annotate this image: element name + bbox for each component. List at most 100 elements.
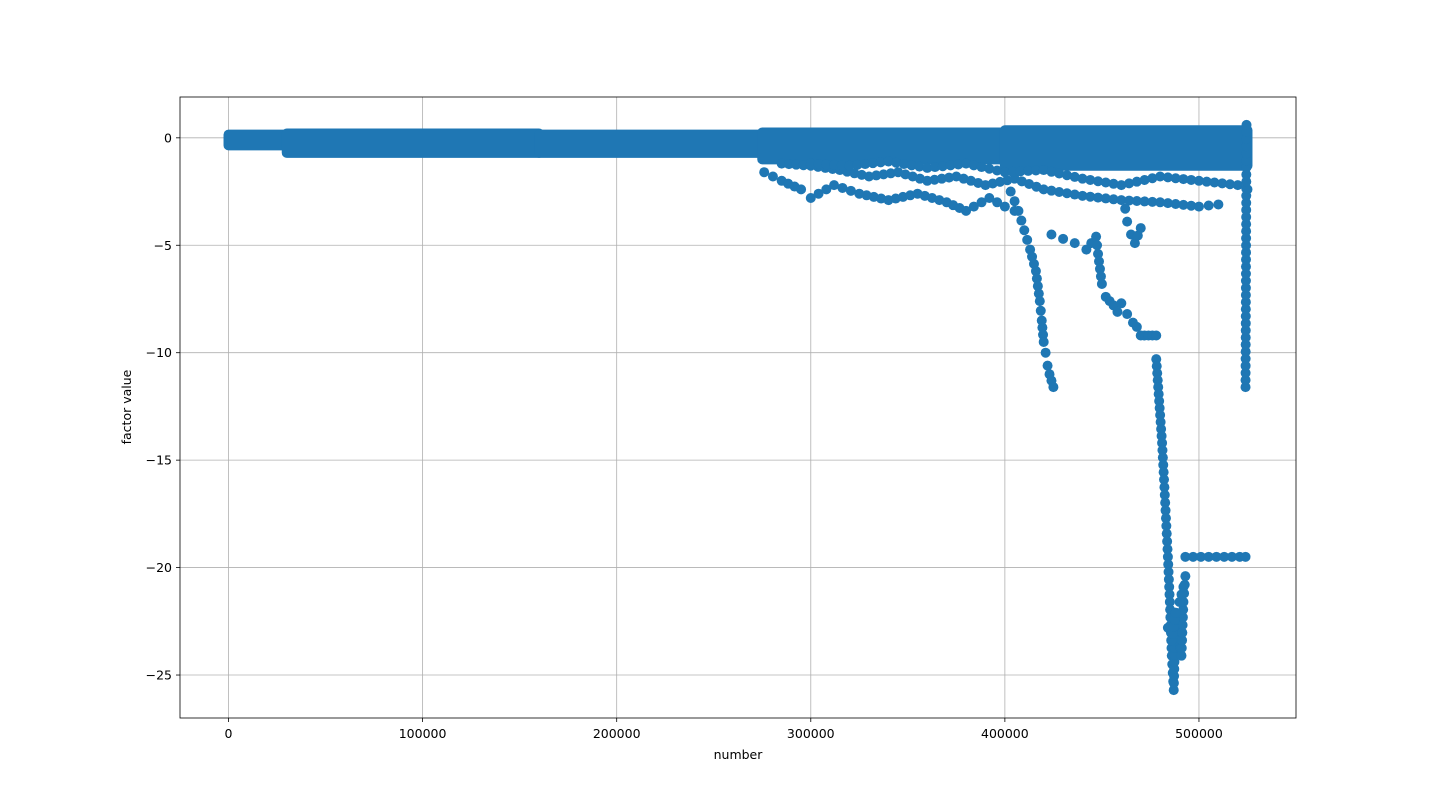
data-point <box>1038 329 1049 340</box>
data-point <box>1241 134 1252 145</box>
data-point <box>791 159 802 170</box>
data-point <box>1169 671 1180 682</box>
data-point <box>1241 254 1252 265</box>
data-point <box>1046 166 1057 177</box>
data-point <box>1232 180 1243 191</box>
data-point <box>1241 233 1252 244</box>
data-point <box>1094 263 1105 274</box>
data-point <box>1100 193 1111 204</box>
data-point <box>1193 201 1204 212</box>
data-point <box>1177 635 1188 646</box>
y-tick-label: −10 <box>146 345 172 360</box>
data-point <box>1162 551 1173 562</box>
data-point <box>1219 551 1230 562</box>
data-point <box>1241 155 1252 166</box>
data-point <box>1108 178 1119 189</box>
data-point <box>1240 551 1251 562</box>
data-point <box>813 188 824 199</box>
data-point <box>1240 297 1251 308</box>
data-point <box>1157 452 1168 463</box>
data-point <box>1038 165 1049 176</box>
data-point <box>1046 185 1057 196</box>
data-point <box>1170 199 1181 210</box>
data-point <box>1085 191 1096 202</box>
data-point <box>1040 347 1051 358</box>
data-point <box>1225 179 1236 190</box>
dense-band <box>534 129 768 158</box>
data-point <box>1186 200 1197 211</box>
data-point <box>1037 322 1048 333</box>
data-point <box>1147 173 1158 184</box>
data-point <box>1186 174 1197 185</box>
data-point <box>1155 197 1166 208</box>
data-point <box>821 159 832 170</box>
data-point <box>1163 559 1174 570</box>
data-point <box>1241 190 1252 201</box>
data-point <box>1180 551 1191 562</box>
y-tick-label: 0 <box>164 130 172 145</box>
data-point <box>1005 186 1016 197</box>
data-point <box>1240 311 1251 322</box>
data-point <box>1195 551 1206 562</box>
data-point <box>1069 171 1080 182</box>
data-point <box>1135 223 1146 234</box>
data-point <box>1176 643 1187 654</box>
data-point <box>1112 306 1123 317</box>
x-axis-ticks: 0 100000 200000 300000 400000 500000 <box>225 718 1223 741</box>
data-point <box>821 184 832 195</box>
data-point <box>1120 203 1131 214</box>
data-point <box>1160 497 1171 508</box>
data-point <box>1092 240 1103 251</box>
data-point <box>898 159 909 170</box>
data-point <box>1116 180 1127 191</box>
data-point <box>1158 467 1169 478</box>
data-point <box>1240 382 1251 393</box>
data-point <box>1177 619 1188 630</box>
data-point <box>914 161 925 172</box>
data-point <box>1033 288 1044 299</box>
data-point <box>1240 282 1251 293</box>
data-point <box>1164 589 1175 600</box>
data-point <box>1151 330 1162 341</box>
data-point <box>1048 382 1059 393</box>
data-point <box>1203 200 1214 211</box>
data-point <box>1061 170 1072 181</box>
data-point <box>1019 225 1030 236</box>
data-point <box>1170 173 1181 184</box>
data-point <box>1188 551 1199 562</box>
data-point <box>1226 551 1237 562</box>
data-point <box>1177 612 1188 623</box>
data-point <box>1240 261 1251 272</box>
data-point <box>1009 196 1020 207</box>
data-point <box>937 161 948 172</box>
data-point <box>1162 536 1173 547</box>
data-point <box>1159 482 1170 493</box>
data-point <box>1139 196 1150 207</box>
data-point <box>1124 195 1135 206</box>
data-point <box>1209 177 1220 188</box>
data-point <box>1129 238 1140 249</box>
data-point <box>1201 176 1212 187</box>
data-point <box>1077 190 1088 201</box>
y-tick-label: −20 <box>146 560 172 575</box>
data-point <box>1240 353 1251 364</box>
data-point <box>767 171 778 182</box>
data-point <box>860 159 871 170</box>
data-point <box>1093 192 1104 203</box>
data-point <box>1178 581 1189 592</box>
data-point <box>1160 505 1171 516</box>
data-point <box>1131 196 1142 207</box>
data-point <box>1176 650 1187 661</box>
data-point <box>1240 375 1251 386</box>
data-point <box>1159 489 1170 500</box>
data-point <box>1095 271 1106 282</box>
data-point <box>1094 256 1105 267</box>
data-point <box>1169 656 1180 667</box>
data-point <box>1241 169 1252 180</box>
data-point <box>1170 607 1181 618</box>
data-point <box>984 163 995 174</box>
data-point <box>1176 589 1187 600</box>
data-point <box>1108 194 1119 205</box>
data-point <box>929 162 940 173</box>
data-point <box>1162 544 1173 555</box>
